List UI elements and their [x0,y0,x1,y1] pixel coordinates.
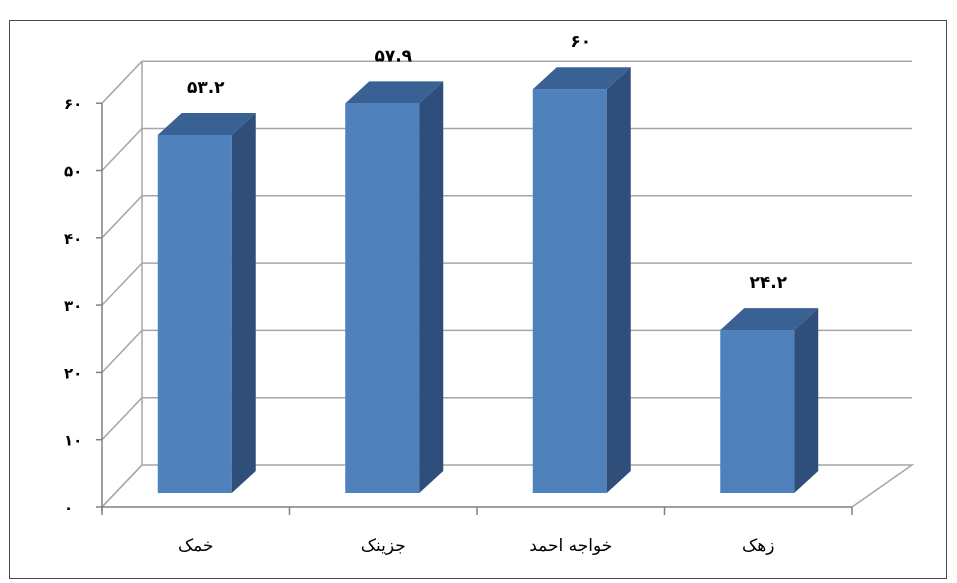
data-label: ۲۴.۲ [749,273,787,293]
bar-front [157,134,232,494]
x-category-label: خمک [178,536,214,556]
side-wall-gridline [101,195,143,239]
y-tick-label: ۶۰ [64,95,82,113]
bar [720,308,819,493]
side-wall-gridline [101,397,143,441]
side-wall-gridline [101,464,143,508]
bar-front [345,103,420,493]
side-wall-gridline [101,127,143,172]
bar-top [157,112,256,135]
bar-top [532,67,631,90]
x-category-label: خواجه احمد [529,536,612,556]
side-wall-gridline [101,329,143,373]
side-wall-gridline [101,60,143,104]
data-labels: ۵۳.۲ ۵۷.۹ ۶۰ ۲۴.۲ [187,32,788,293]
x-axis-category-labels: خمک جزینک خواجه احمد زهک [178,536,774,556]
x-category-label: زهک [742,536,774,556]
bars [157,67,819,494]
y-tick-label: ۱۰ [64,432,82,450]
y-axis-tick-labels: ۰ ۱۰ ۲۰ ۳۰ ۴۰ ۵۰ ۶۰ [64,95,82,517]
bar [532,67,631,493]
bar-front [532,89,607,493]
bar-front [720,330,795,493]
y-tick-label: ۴۰ [64,230,82,248]
side-wall-gridline [101,262,143,306]
data-label: ۵۷.۹ [374,46,412,66]
y-tick-label: ۵۰ [64,163,82,181]
bar [345,81,444,493]
bar-side [794,308,819,493]
y-tick-label: ۲۰ [64,364,82,382]
bar-side [606,67,631,493]
bar-top [720,308,819,331]
y-tick-label: ۰ [64,499,73,517]
y-tick-label: ۳۰ [64,297,82,315]
data-label: ۶۰ [570,32,591,52]
bar-side [419,81,444,493]
x-category-label: جزینک [361,536,406,556]
bar-top [345,81,444,104]
data-label: ۵۳.۲ [187,78,225,98]
axes [96,102,853,515]
bar [157,112,256,494]
bar-side [231,112,256,494]
